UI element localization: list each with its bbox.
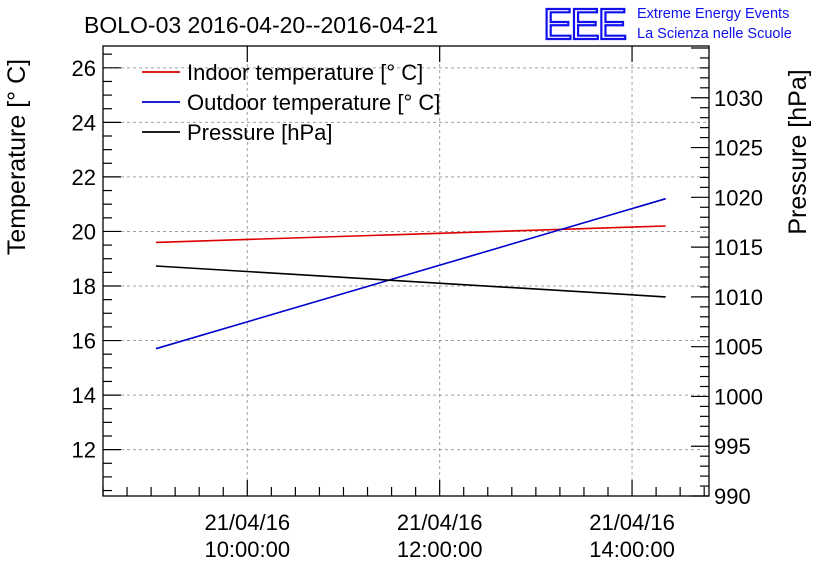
- right-tick-label: 1000: [714, 384, 763, 409]
- left-tick-label: 16: [72, 329, 96, 354]
- x-tick-label-date: 21/04/16: [397, 510, 483, 535]
- right-tick-label: 1030: [714, 86, 763, 111]
- legend-label: Pressure [hPa]: [187, 120, 333, 145]
- left-tick-label: 12: [72, 438, 96, 463]
- right-tick-label: 1020: [714, 185, 763, 210]
- chart-title: BOLO-03 2016-04-20--2016-04-21: [84, 12, 438, 38]
- legend: Indoor temperature [° C] Outdoor temperat…: [142, 60, 440, 145]
- eee-logo: EEE Extreme Energy Events La Scienza nel…: [542, 0, 792, 50]
- left-axis: 12 14 16 18 20 22 24 26: [72, 53, 121, 492]
- x-tick-label-time: 14:00:00: [589, 537, 675, 562]
- right-tick-label: 995: [714, 434, 751, 459]
- eee-logo-line2: La Scienza nelle Scuole: [637, 26, 792, 42]
- series-line-0: [155, 225, 666, 244]
- right-tick-label: 1025: [714, 136, 763, 161]
- legend-label: Indoor temperature [° C]: [187, 60, 423, 85]
- y-axis-label-left: Temperature [° C]: [3, 59, 31, 255]
- right-tick-label: 1010: [714, 285, 763, 310]
- legend-label: Outdoor temperature [° C]: [187, 90, 440, 115]
- series-lines: [155, 197, 666, 350]
- left-tick-label: 26: [72, 56, 96, 81]
- left-tick-label: 20: [72, 219, 96, 244]
- x-tick-label-time: 10:00:00: [204, 537, 290, 562]
- eee-logo-line1: Extreme Energy Events: [637, 6, 789, 22]
- eee-logo-mark: EEE: [543, 0, 626, 49]
- right-tick-label: 990: [714, 484, 751, 509]
- left-tick-label: 22: [72, 165, 96, 190]
- x-axis: 21/04/1610:00:0021/04/1612:00:0021/04/16…: [102, 46, 705, 562]
- x-tick-label-date: 21/04/16: [204, 510, 290, 535]
- left-tick-label: 18: [72, 274, 96, 299]
- series-line-2: [155, 265, 666, 298]
- y-axis-label-right: Pressure [hPa]: [784, 69, 812, 234]
- plot-frame: [102, 45, 710, 497]
- grid: [103, 46, 709, 496]
- plot-frame-rect: [102, 45, 710, 497]
- x-tick-label-time: 12:00:00: [397, 537, 483, 562]
- left-tick-label: 14: [72, 383, 96, 408]
- right-tick-label: 1015: [714, 235, 763, 260]
- right-tick-label: 1005: [714, 335, 763, 360]
- x-tick-label-date: 21/04/16: [589, 510, 675, 535]
- right-axis: 990 995 1000 1005 1010 1015 1020 1025 1030: [691, 47, 763, 509]
- series-line-1: [155, 197, 666, 350]
- left-tick-label: 24: [72, 110, 96, 135]
